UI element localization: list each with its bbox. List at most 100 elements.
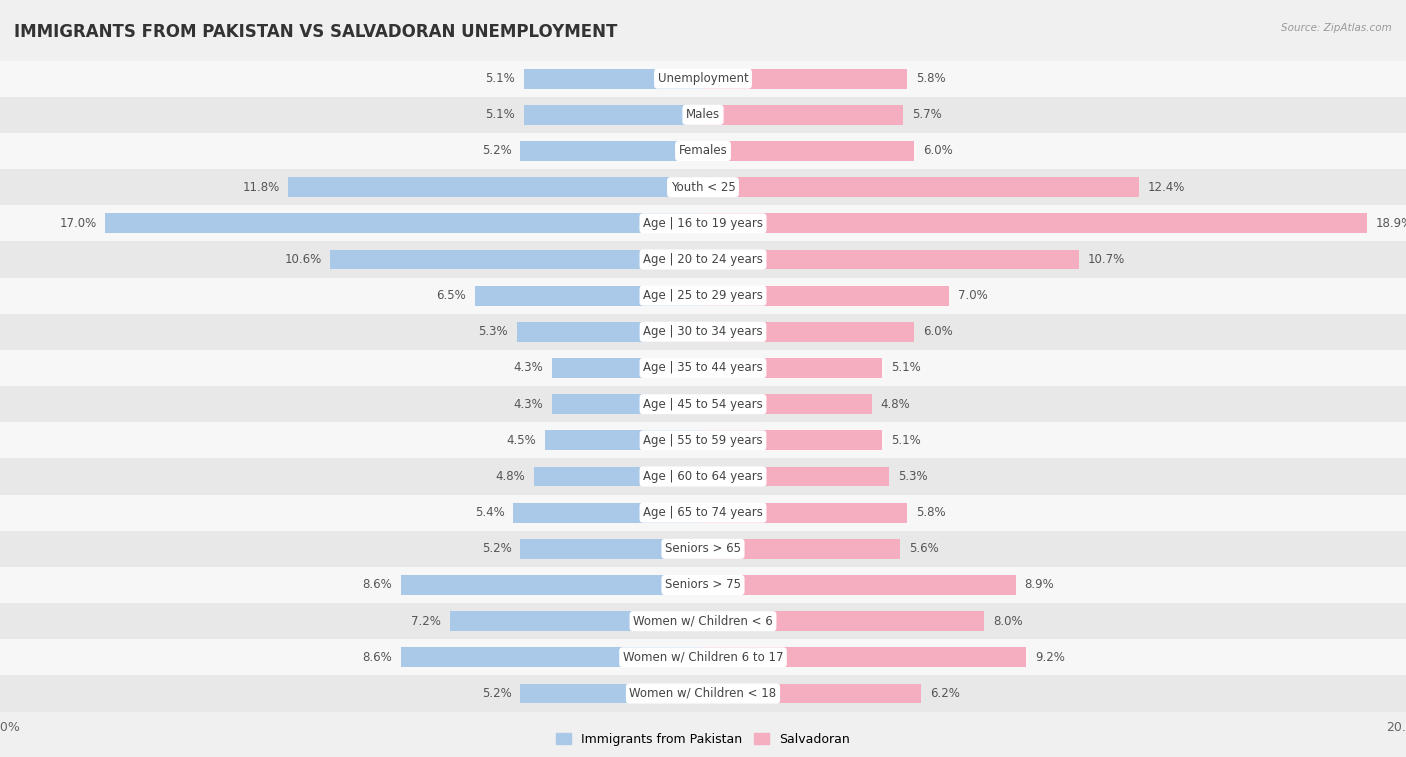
Text: Age | 20 to 24 years: Age | 20 to 24 years (643, 253, 763, 266)
Bar (0, 169, 1406, 205)
Bar (546, 431, 703, 450)
Bar (330, 250, 703, 269)
Text: 17.0%: 17.0% (59, 217, 97, 230)
Text: Age | 45 to 54 years: Age | 45 to 54 years (643, 397, 763, 410)
Bar (0, 639, 1406, 675)
Text: Males: Males (686, 108, 720, 121)
Text: Age | 55 to 59 years: Age | 55 to 59 years (643, 434, 763, 447)
Text: 5.3%: 5.3% (478, 326, 508, 338)
Bar (703, 575, 1015, 595)
Bar (703, 684, 921, 703)
Text: Age | 65 to 74 years: Age | 65 to 74 years (643, 506, 763, 519)
Text: 12.4%: 12.4% (1147, 181, 1185, 194)
Bar (0, 133, 1406, 169)
Bar (0, 386, 1406, 422)
Text: 5.8%: 5.8% (915, 72, 945, 85)
Bar (703, 141, 914, 161)
Text: 8.0%: 8.0% (993, 615, 1022, 628)
Bar (703, 503, 907, 522)
Bar (524, 69, 703, 89)
Text: 8.6%: 8.6% (363, 578, 392, 591)
Text: 5.1%: 5.1% (891, 362, 921, 375)
Bar (703, 69, 907, 89)
Text: 4.5%: 4.5% (506, 434, 536, 447)
Bar (703, 539, 900, 559)
Text: Women w/ Children 6 to 17: Women w/ Children 6 to 17 (623, 651, 783, 664)
Text: 5.4%: 5.4% (475, 506, 505, 519)
Bar (0, 567, 1406, 603)
Text: 6.5%: 6.5% (436, 289, 465, 302)
Bar (0, 422, 1406, 459)
Bar (0, 350, 1406, 386)
Text: 5.1%: 5.1% (485, 72, 515, 85)
Bar (0, 459, 1406, 494)
Bar (450, 611, 703, 631)
Bar (534, 466, 703, 487)
Text: 5.3%: 5.3% (898, 470, 928, 483)
Text: 5.2%: 5.2% (482, 687, 512, 700)
Text: Seniors > 75: Seniors > 75 (665, 578, 741, 591)
Text: Women w/ Children < 18: Women w/ Children < 18 (630, 687, 776, 700)
Bar (0, 205, 1406, 241)
Legend: Immigrants from Pakistan, Salvadoran: Immigrants from Pakistan, Salvadoran (551, 727, 855, 751)
Bar (401, 647, 703, 667)
Text: 6.0%: 6.0% (922, 145, 952, 157)
Bar (703, 431, 883, 450)
Text: IMMIGRANTS FROM PAKISTAN VS SALVADORAN UNEMPLOYMENT: IMMIGRANTS FROM PAKISTAN VS SALVADORAN U… (14, 23, 617, 41)
Text: 6.0%: 6.0% (922, 326, 952, 338)
Text: Age | 30 to 34 years: Age | 30 to 34 years (643, 326, 763, 338)
Text: Age | 25 to 29 years: Age | 25 to 29 years (643, 289, 763, 302)
Text: 5.7%: 5.7% (912, 108, 942, 121)
Bar (551, 358, 703, 378)
Text: 11.8%: 11.8% (242, 181, 280, 194)
Bar (0, 278, 1406, 313)
Bar (520, 141, 703, 161)
Text: Age | 35 to 44 years: Age | 35 to 44 years (643, 362, 763, 375)
Bar (401, 575, 703, 595)
Text: Age | 16 to 19 years: Age | 16 to 19 years (643, 217, 763, 230)
Bar (475, 285, 703, 306)
Text: Women w/ Children < 6: Women w/ Children < 6 (633, 615, 773, 628)
Bar (520, 684, 703, 703)
Text: 9.2%: 9.2% (1035, 651, 1064, 664)
Bar (513, 503, 703, 522)
Bar (703, 466, 889, 487)
Bar (105, 213, 703, 233)
Bar (703, 213, 1367, 233)
Text: 5.2%: 5.2% (482, 542, 512, 556)
Bar (0, 241, 1406, 278)
Bar (0, 97, 1406, 133)
Text: Source: ZipAtlas.com: Source: ZipAtlas.com (1281, 23, 1392, 33)
Text: 8.6%: 8.6% (363, 651, 392, 664)
Text: 10.6%: 10.6% (284, 253, 322, 266)
Bar (703, 322, 914, 341)
Bar (551, 394, 703, 414)
Bar (517, 322, 703, 341)
Text: Youth < 25: Youth < 25 (671, 181, 735, 194)
Bar (703, 358, 883, 378)
Text: 5.8%: 5.8% (915, 506, 945, 519)
Bar (703, 177, 1139, 197)
Bar (703, 285, 949, 306)
Text: 4.3%: 4.3% (513, 362, 543, 375)
Text: 4.8%: 4.8% (496, 470, 526, 483)
Bar (0, 313, 1406, 350)
Bar (703, 647, 1026, 667)
Text: Age | 60 to 64 years: Age | 60 to 64 years (643, 470, 763, 483)
Text: Unemployment: Unemployment (658, 72, 748, 85)
Bar (703, 611, 984, 631)
Bar (0, 603, 1406, 639)
Text: 5.1%: 5.1% (485, 108, 515, 121)
Text: 4.3%: 4.3% (513, 397, 543, 410)
Text: 18.9%: 18.9% (1376, 217, 1406, 230)
Bar (0, 531, 1406, 567)
Bar (0, 675, 1406, 712)
Text: 4.8%: 4.8% (880, 397, 910, 410)
Text: Seniors > 65: Seniors > 65 (665, 542, 741, 556)
Bar (524, 105, 703, 125)
Text: 10.7%: 10.7% (1088, 253, 1125, 266)
Text: 7.2%: 7.2% (412, 615, 441, 628)
Text: 8.9%: 8.9% (1025, 578, 1054, 591)
Bar (0, 494, 1406, 531)
Bar (288, 177, 703, 197)
